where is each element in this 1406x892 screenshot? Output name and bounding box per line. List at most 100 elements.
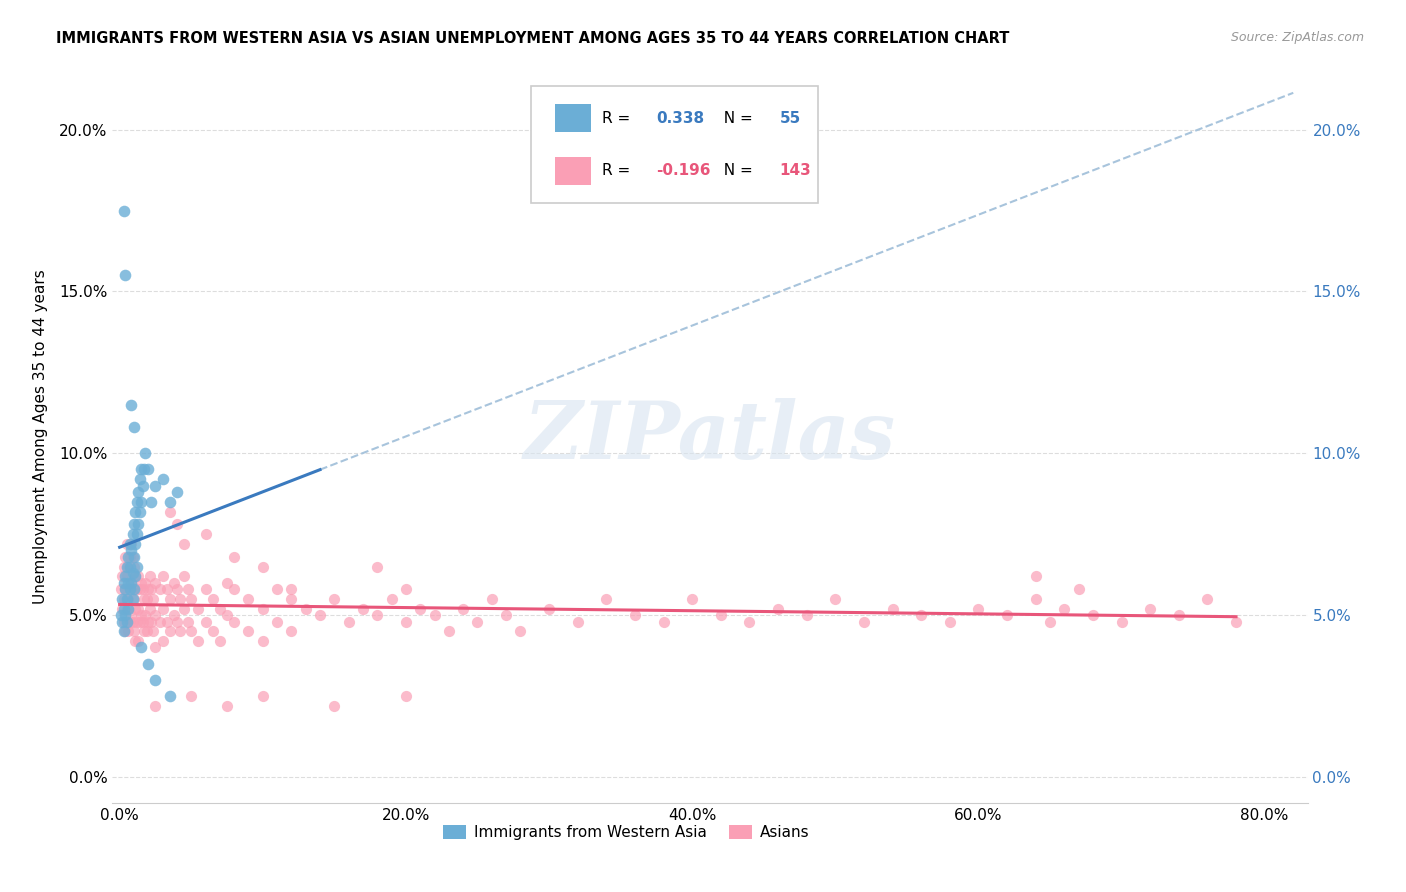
Point [595,591,617,606]
Point [1111,615,1133,629]
FancyBboxPatch shape [554,104,591,132]
Point [437,624,460,639]
FancyBboxPatch shape [531,86,818,203]
Point [252,559,274,574]
Point [467,615,489,629]
Point [114,549,136,564]
Point [224,615,246,629]
Point [852,615,875,629]
Point [114,268,136,283]
Point [194,527,217,541]
Point [112,559,135,574]
Point [122,420,145,434]
Point [121,591,143,606]
Point [120,575,142,590]
Point [129,575,152,590]
Text: R =: R = [603,163,636,178]
Point [127,569,149,583]
Point [120,398,142,412]
Point [117,601,139,615]
Point [112,601,135,615]
Point [139,615,162,629]
Point [121,582,143,597]
Text: N =: N = [714,111,758,126]
Text: Source: ZipAtlas.com: Source: ZipAtlas.com [1230,31,1364,45]
Point [824,591,846,606]
Point [131,615,153,629]
Point [110,582,132,597]
Point [169,591,191,606]
Point [124,537,146,551]
Point [166,485,188,500]
Point [166,615,188,629]
Point [1053,601,1076,615]
Point [194,582,217,597]
Point [152,569,174,583]
Point [124,634,146,648]
Point [149,615,172,629]
Point [121,527,143,541]
Point [142,591,165,606]
Point [159,591,181,606]
Point [118,537,141,551]
Point [115,615,138,629]
Point [145,640,167,655]
Point [1197,591,1219,606]
Point [121,615,143,629]
Point [409,601,432,615]
Point [149,582,172,597]
Point [114,582,136,597]
Point [111,615,134,629]
Point [139,582,162,597]
Point [127,517,149,532]
Point [495,608,517,623]
Point [238,624,260,639]
Point [208,634,231,648]
Point [152,634,174,648]
Point [252,601,274,615]
Point [128,582,150,597]
Text: ZIPatlas: ZIPatlas [524,399,896,475]
Point [159,495,181,509]
Point [187,601,209,615]
Point [910,608,932,623]
Point [280,582,302,597]
Point [163,575,186,590]
Point [115,591,138,606]
Point [128,615,150,629]
Point [201,624,224,639]
Point [280,624,302,639]
Point [1081,608,1104,623]
Point [128,472,150,486]
Point [156,582,179,597]
FancyBboxPatch shape [554,157,591,185]
Point [194,615,217,629]
Point [252,634,274,648]
Point [145,478,167,492]
Point [266,615,288,629]
Point [120,537,142,551]
Point [509,624,531,639]
Point [129,640,152,655]
Point [1039,615,1062,629]
Point [159,689,181,703]
Point [481,591,503,606]
Point [122,549,145,564]
Point [337,615,360,629]
Point [294,601,316,615]
Point [114,582,136,597]
Text: IMMIGRANTS FROM WESTERN ASIA VS ASIAN UNEMPLOYMENT AMONG AGES 35 TO 44 YEARS COR: IMMIGRANTS FROM WESTERN ASIA VS ASIAN UN… [56,31,1010,46]
Point [125,495,148,509]
Point [173,601,195,615]
Point [134,608,156,623]
Point [136,582,159,597]
Point [177,582,200,597]
Point [882,601,904,615]
Point [112,591,135,606]
Point [121,549,143,564]
Point [131,582,153,597]
Point [180,624,202,639]
Point [967,601,990,615]
Point [215,575,238,590]
Point [136,615,159,629]
